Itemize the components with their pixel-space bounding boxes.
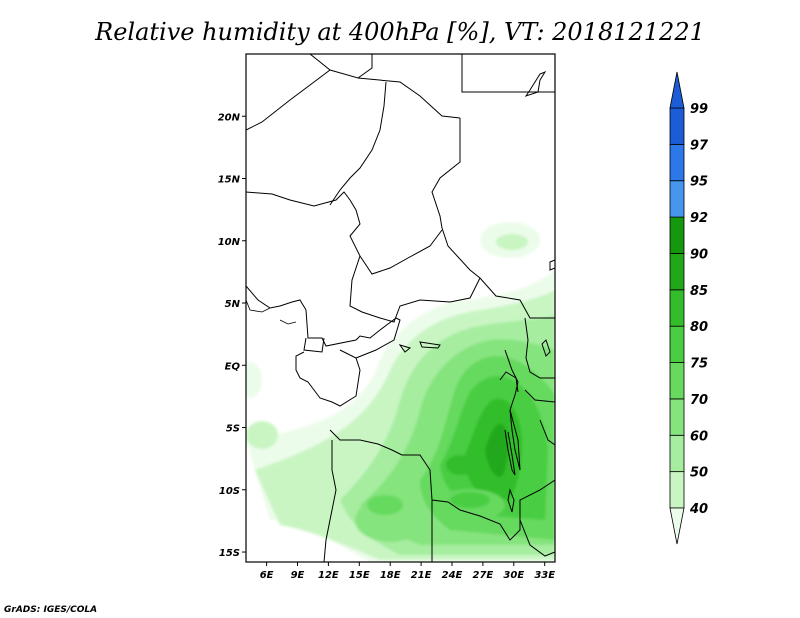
- colorbar-label: 75: [690, 357, 708, 372]
- x-tick-label: 18E: [380, 570, 401, 581]
- humidity-patch-zambia-inner: [450, 492, 490, 508]
- colorbar-label: 60: [690, 429, 708, 444]
- humidity-field: [246, 54, 555, 562]
- y-tick-label: 15S: [219, 548, 240, 559]
- credit-label: GrADS: IGES/COLA: [4, 605, 97, 615]
- country-borders: [246, 54, 555, 562]
- x-tick-label: 30E: [503, 570, 524, 581]
- colorbar-label: 95: [690, 175, 708, 190]
- colorbar-swatch: [669, 216, 685, 254]
- colorbar-swatch: [669, 107, 685, 145]
- x-tick-label: 33E: [534, 570, 555, 581]
- humidity-patch-south-inner: [367, 495, 403, 515]
- humidity-area-90: [485, 423, 509, 478]
- y-tick-label: 15N: [218, 175, 241, 186]
- x-tick-label: 21E: [411, 570, 432, 581]
- colorbar-label: 40: [689, 502, 708, 517]
- humidity-patch-congo-core: [446, 455, 474, 475]
- colorbar-swatch: [669, 362, 685, 400]
- colorbar-swatch: [669, 434, 685, 473]
- y-tick-label: 10S: [219, 486, 240, 497]
- colorbar-swatch: [669, 289, 685, 327]
- x-tick-label: 6E: [260, 570, 274, 581]
- y-tick-label: 5S: [226, 424, 240, 435]
- x-tick-label: 27E: [473, 570, 494, 581]
- x-tick-label: 24E: [442, 570, 463, 581]
- y-axis: 20N 15N 10N 5N EQ 5S 10S 15S: [218, 112, 246, 559]
- map-frame: [245, 53, 556, 563]
- colorbar-label: 97: [690, 138, 709, 153]
- colorbar-label: 50: [690, 466, 708, 481]
- humidity-patch-sudan-inner: [496, 234, 528, 250]
- humidity-patch-gabon: [246, 421, 278, 449]
- colorbar-swatch: [669, 253, 685, 291]
- x-tick-label: 12E: [318, 570, 339, 581]
- colorbar-label: 70: [690, 393, 708, 408]
- colorbar-label: 90: [690, 247, 708, 262]
- x-tick-label: 9E: [291, 570, 305, 581]
- y-tick-label: 10N: [218, 237, 241, 248]
- colorbar-swatch: [669, 471, 685, 509]
- chart-title: Relative humidity at 400hPa [%], VT: 201…: [94, 18, 705, 46]
- colorbar-label: 99: [690, 102, 708, 117]
- humidity-patch-west: [246, 362, 262, 398]
- coastline: [246, 299, 297, 325]
- colorbar-swatch: [669, 325, 685, 363]
- y-tick-label: 5N: [225, 299, 241, 310]
- colorbar-label: 92: [690, 211, 708, 226]
- y-tick-label: EQ: [225, 361, 241, 372]
- colorbar-label: 80: [690, 320, 708, 335]
- x-axis: 6E 9E 12E 15E 18E 21E 24E 27E 30E 33E: [260, 562, 555, 581]
- x-tick-label: 15E: [349, 570, 370, 581]
- colorbar-swatch: [669, 143, 685, 182]
- colorbar-swatch: [669, 398, 685, 436]
- colorbar-swatch: [669, 180, 685, 218]
- colorbar-extend-min: [669, 507, 685, 545]
- colorbar: 40 50 60 70 75 80 85 90 92 95 97 99: [669, 71, 709, 545]
- y-tick-label: 20N: [218, 112, 241, 123]
- colorbar-label: 85: [690, 284, 708, 299]
- colorbar-extend-max: [669, 71, 685, 109]
